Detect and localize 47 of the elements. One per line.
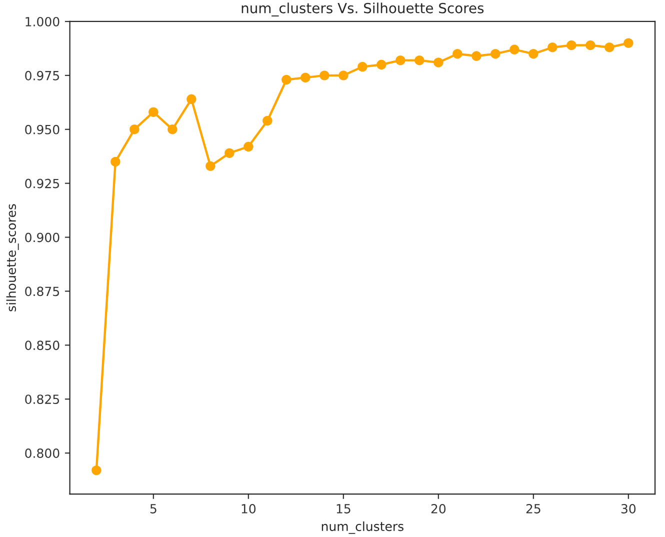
point bbox=[358, 62, 368, 72]
y-tick-label: 0.825 bbox=[25, 394, 60, 404]
point bbox=[472, 51, 482, 61]
y-tick-label: 1.000 bbox=[26, 16, 60, 26]
point bbox=[604, 42, 614, 52]
y-tick-label: 0.950 bbox=[25, 124, 60, 134]
x-axis-title: num_clusters bbox=[322, 521, 404, 534]
point bbox=[396, 55, 406, 66]
point bbox=[262, 116, 272, 126]
y-tick-label: 0.850 bbox=[25, 340, 60, 350]
y-tick-label: 0.875 bbox=[25, 286, 60, 296]
x-tick-label: 25 bbox=[526, 504, 540, 514]
point bbox=[452, 48, 462, 59]
point bbox=[92, 465, 102, 476]
point bbox=[168, 124, 178, 134]
point bbox=[434, 58, 444, 68]
x-tick-label: 30 bbox=[621, 504, 636, 514]
point bbox=[186, 94, 196, 104]
x-tick-label: 15 bbox=[336, 504, 350, 514]
x-tick-label: 10 bbox=[242, 504, 256, 514]
point bbox=[414, 55, 424, 66]
y-tick-label: 0.900 bbox=[25, 232, 60, 242]
y-tick-label: 0.925 bbox=[25, 178, 60, 188]
point bbox=[244, 142, 254, 152]
point bbox=[148, 107, 158, 117]
point bbox=[528, 48, 538, 59]
x-tick-label: 5 bbox=[150, 504, 156, 514]
point bbox=[624, 38, 634, 48]
y-axis-title: silhouette_scores bbox=[6, 204, 19, 312]
point bbox=[224, 148, 234, 158]
point bbox=[206, 161, 216, 171]
y-tick-label: 0.800 bbox=[25, 448, 60, 458]
point bbox=[338, 70, 348, 80]
point bbox=[586, 40, 596, 50]
point bbox=[376, 60, 386, 70]
point bbox=[566, 40, 576, 50]
y-tick-label: 0.975 bbox=[25, 70, 60, 80]
point bbox=[490, 48, 500, 59]
point bbox=[130, 124, 140, 134]
point bbox=[320, 70, 330, 80]
point bbox=[300, 72, 310, 82]
chart-title: num_clusters Vs. Silhouette Scores bbox=[242, 2, 484, 16]
point bbox=[110, 156, 120, 167]
point bbox=[548, 42, 558, 52]
point bbox=[282, 74, 292, 85]
x-tick-label: 20 bbox=[431, 504, 446, 514]
point bbox=[510, 44, 520, 54]
